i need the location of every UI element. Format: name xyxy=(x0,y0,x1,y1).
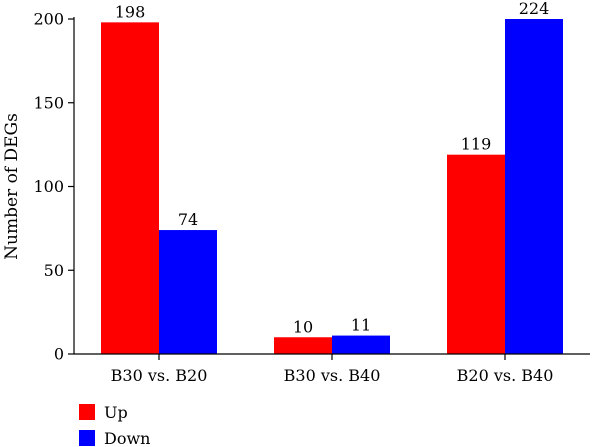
y-ticks-group: 0 50 100 150 200 xyxy=(33,10,74,364)
data-label: 198 xyxy=(115,2,146,21)
data-label: 224 xyxy=(519,0,550,18)
y-axis-label: Number of DEGs xyxy=(2,113,22,260)
y-tick-label: 0 xyxy=(54,345,64,364)
x-labels-group: B30 vs. B20 B30 vs. B40 B20 vs. B40 xyxy=(111,354,554,385)
bar-down-3 xyxy=(505,19,563,354)
x-tick-label: B30 vs. B20 xyxy=(111,366,208,385)
bar-down-1 xyxy=(159,230,217,354)
data-label: 11 xyxy=(351,316,371,335)
data-label: 10 xyxy=(293,317,313,336)
bar-down-2 xyxy=(332,335,390,354)
x-tick-label: B20 vs. B40 xyxy=(457,366,554,385)
data-label: 119 xyxy=(461,135,492,154)
legend-label-up: Up xyxy=(104,403,128,422)
value-labels-group: 198 74 10 11 119 224 xyxy=(115,0,550,336)
legend: Up Down xyxy=(79,403,150,447)
data-label: 74 xyxy=(178,210,198,229)
bar-up-3 xyxy=(447,154,505,354)
bar-up-2 xyxy=(274,337,332,354)
y-tick-label: 100 xyxy=(33,177,64,196)
y-tick-label: 50 xyxy=(44,261,64,280)
bars-group xyxy=(101,19,563,354)
legend-swatch-down xyxy=(79,430,95,446)
x-tick-label: B30 vs. B40 xyxy=(284,366,381,385)
y-tick-label: 200 xyxy=(33,10,64,29)
y-tick-label: 150 xyxy=(33,93,64,112)
legend-swatch-up xyxy=(79,404,95,420)
legend-label-down: Down xyxy=(104,429,150,447)
bar-up-1 xyxy=(101,22,159,354)
